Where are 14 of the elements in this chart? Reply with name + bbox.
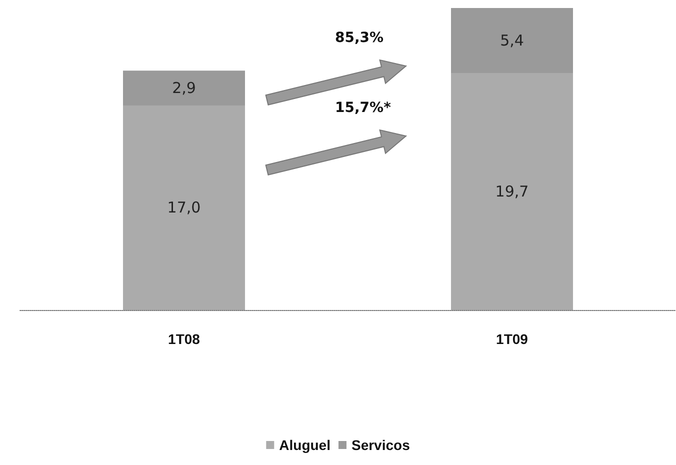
bar: [451, 72, 573, 310]
data-label: 19,7: [495, 182, 529, 200]
data-label: 2,9: [172, 79, 196, 98]
annotation: 85,3%: [335, 30, 384, 46]
bar: [123, 70, 245, 106]
x-tick-label: 1T09: [496, 331, 528, 347]
bar: [451, 8, 573, 73]
legend-label: Servicos: [351, 437, 410, 453]
bar: [123, 105, 245, 310]
x-tick-label: 1T08: [168, 331, 200, 347]
data-label: 5,4: [500, 31, 524, 50]
data-label: 17,0: [167, 198, 201, 217]
annotation: 15,7%*: [335, 100, 391, 116]
legend-label: Aluguel: [279, 437, 330, 453]
